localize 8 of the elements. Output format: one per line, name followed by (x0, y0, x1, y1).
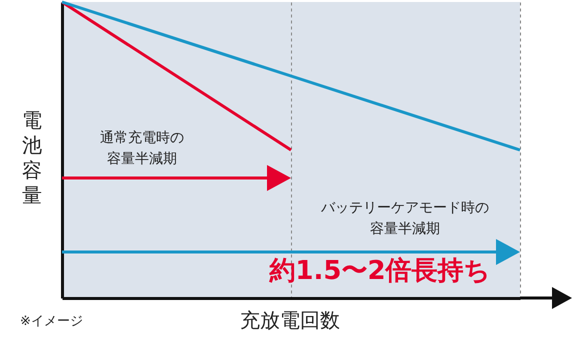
annotation: 通常充電時の (99, 129, 185, 148)
x-axis-title: 充放電回数 (239, 307, 341, 334)
annotation: 約1.5〜2倍長持ち (268, 256, 492, 288)
annotation: バッテリーケアモード時の (320, 199, 490, 218)
y-axis-title: 電池容量 (21, 108, 43, 208)
text: ※イメージ (19, 313, 84, 331)
annotation: 容量半減期 (106, 150, 178, 169)
annotation: 容量半減期 (369, 220, 441, 239)
